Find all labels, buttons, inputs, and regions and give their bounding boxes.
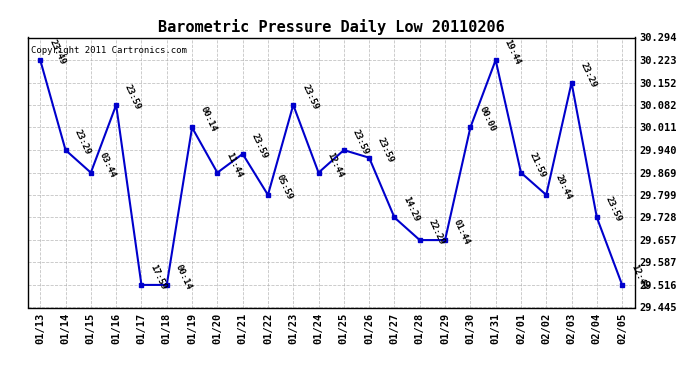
Text: 23:59: 23:59 (250, 132, 269, 160)
Text: 23:59: 23:59 (604, 195, 623, 223)
Text: 05:59: 05:59 (275, 173, 295, 201)
Title: Barometric Pressure Daily Low 20110206: Barometric Pressure Daily Low 20110206 (158, 19, 504, 35)
Text: 01:44: 01:44 (452, 218, 471, 246)
Text: 23:29: 23:29 (72, 128, 92, 156)
Text: 11:44: 11:44 (224, 151, 244, 179)
Text: 23:59: 23:59 (351, 128, 371, 156)
Text: 23:29: 23:29 (578, 61, 598, 89)
Text: 03:44: 03:44 (98, 151, 117, 179)
Text: 00:14: 00:14 (174, 263, 193, 291)
Text: 23:49: 23:49 (47, 38, 67, 66)
Text: 14:29: 14:29 (402, 195, 421, 223)
Text: 12:44: 12:44 (629, 263, 649, 291)
Text: 12:44: 12:44 (326, 151, 345, 179)
Text: Copyright 2011 Cartronics.com: Copyright 2011 Cartronics.com (30, 46, 186, 55)
Text: 19:44: 19:44 (502, 38, 522, 66)
Text: 00:14: 00:14 (199, 105, 219, 134)
Text: 17:59: 17:59 (148, 263, 168, 291)
Text: 23:59: 23:59 (123, 83, 143, 111)
Text: 20:44: 20:44 (553, 173, 573, 201)
Text: 23:59: 23:59 (376, 136, 395, 164)
Text: 21:59: 21:59 (528, 151, 547, 179)
Text: 23:59: 23:59 (300, 83, 319, 111)
Text: 00:00: 00:00 (477, 105, 497, 134)
Text: 22:29: 22:29 (426, 218, 446, 246)
